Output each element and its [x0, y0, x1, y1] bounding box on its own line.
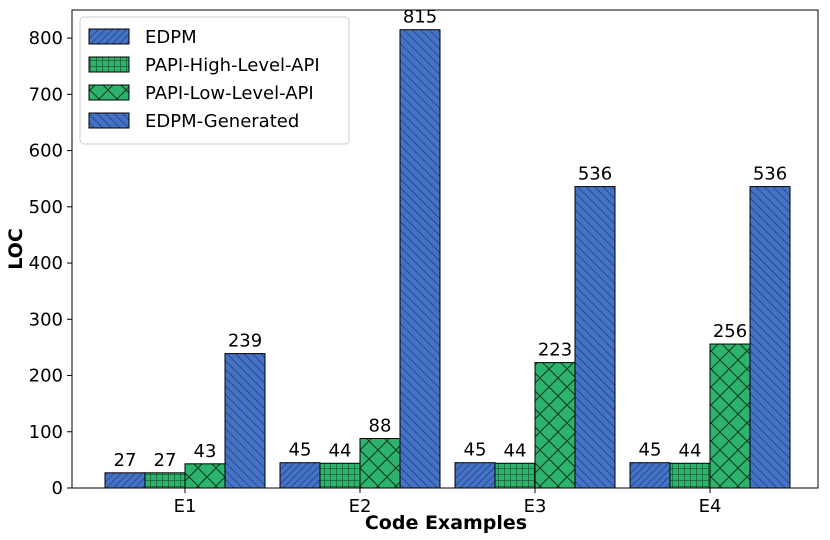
data-label-edpm-generated-e2: 815: [403, 7, 437, 28]
y-tick-label: 500: [29, 197, 63, 218]
bar-papi-high-level-api-e4: [669, 462, 711, 489]
y-tick-label: 0: [52, 478, 63, 499]
bar-edpm-generated-e4: [749, 186, 791, 489]
legend-label-papi-high-level-api: PAPI-High-Level-API: [145, 55, 320, 76]
data-label-papi-low-level-api-e1: 43: [194, 441, 217, 462]
legend-swatch-papi-high-level-api: [88, 56, 130, 73]
y-axis: 0 100 200 300 400 500 600 700 800: [29, 28, 72, 499]
data-label-edpm-generated-e1: 239: [228, 331, 262, 352]
data-label-papi-low-level-api-e2: 88: [369, 416, 392, 437]
y-tick-label: 700: [29, 84, 63, 105]
x-axis-title: Code Examples: [365, 512, 527, 534]
data-label-edpm-e4: 45: [639, 440, 662, 461]
legend-swatch-edpm-generated: [88, 112, 130, 129]
x-tick-label: E2: [349, 496, 372, 517]
bar-papi-low-level-api-e4: [709, 343, 751, 489]
bar-papi-low-level-api-e2: [359, 438, 401, 489]
x-tick-label: E4: [699, 496, 722, 517]
x-axis: E1 E2 E3 E4: [174, 488, 722, 517]
bar-edpm-generated-e1: [224, 353, 266, 489]
data-label-papi-low-level-api-e4: 256: [713, 321, 747, 342]
bar-edpm-e2: [279, 462, 321, 489]
legend-label-edpm-generated: EDPM-Generated: [145, 111, 299, 132]
data-label-edpm-e2: 45: [289, 440, 312, 461]
bar-papi-high-level-api-e2: [319, 462, 361, 489]
bar-papi-low-level-api-e1: [184, 463, 226, 489]
bar-papi-low-level-api-e3: [534, 362, 576, 489]
y-axis-title: LOC: [5, 228, 27, 270]
bars-group: [104, 29, 791, 489]
data-label-edpm-e1: 27: [114, 450, 137, 471]
legend-label-papi-low-level-api: PAPI-Low-Level-API: [145, 83, 314, 104]
bar-edpm-generated-e2: [399, 29, 441, 489]
bar-papi-high-level-api-e3: [494, 462, 536, 489]
data-label-papi-high-level-api-e1: 27: [154, 450, 177, 471]
legend-box: [79, 16, 350, 145]
x-tick-label: E3: [524, 496, 547, 517]
y-tick-label: 800: [29, 28, 63, 49]
data-labels-group: 27 45 45 45 27 44 44 44 43 88 223 256 239 815 536 536: [114, 7, 788, 471]
bar-edpm-e3: [454, 462, 496, 489]
y-tick-label: 200: [29, 366, 63, 387]
data-label-papi-high-level-api-e2: 44: [329, 440, 352, 461]
y-tick-label: 600: [29, 141, 63, 162]
x-tick-label: E1: [174, 496, 197, 517]
y-tick-label: 400: [29, 253, 63, 274]
data-label-papi-low-level-api-e3: 223: [538, 340, 572, 361]
data-label-edpm-generated-e3: 536: [578, 164, 612, 185]
data-label-edpm-e3: 45: [464, 440, 487, 461]
legend-swatch-edpm: [88, 28, 130, 45]
legend: EDPM PAPI-High-Level-API PAPI-Low-Level-AP…: [79, 16, 350, 145]
legend-label-edpm: EDPM: [145, 27, 197, 48]
bar-edpm-e4: [629, 462, 671, 489]
data-label-edpm-generated-e4: 536: [753, 164, 787, 185]
bar-edpm-generated-e3: [574, 186, 616, 489]
y-tick-label: 100: [29, 422, 63, 443]
bar-edpm-e1: [104, 472, 146, 489]
plot-frame: [71, 9, 819, 489]
legend-swatch-papi-low-level-api: [88, 84, 130, 101]
data-label-papi-high-level-api-e4: 44: [679, 440, 702, 461]
bar-papi-high-level-api-e1: [144, 472, 186, 489]
y-tick-label: 300: [29, 309, 63, 330]
data-label-papi-high-level-api-e3: 44: [504, 440, 527, 461]
